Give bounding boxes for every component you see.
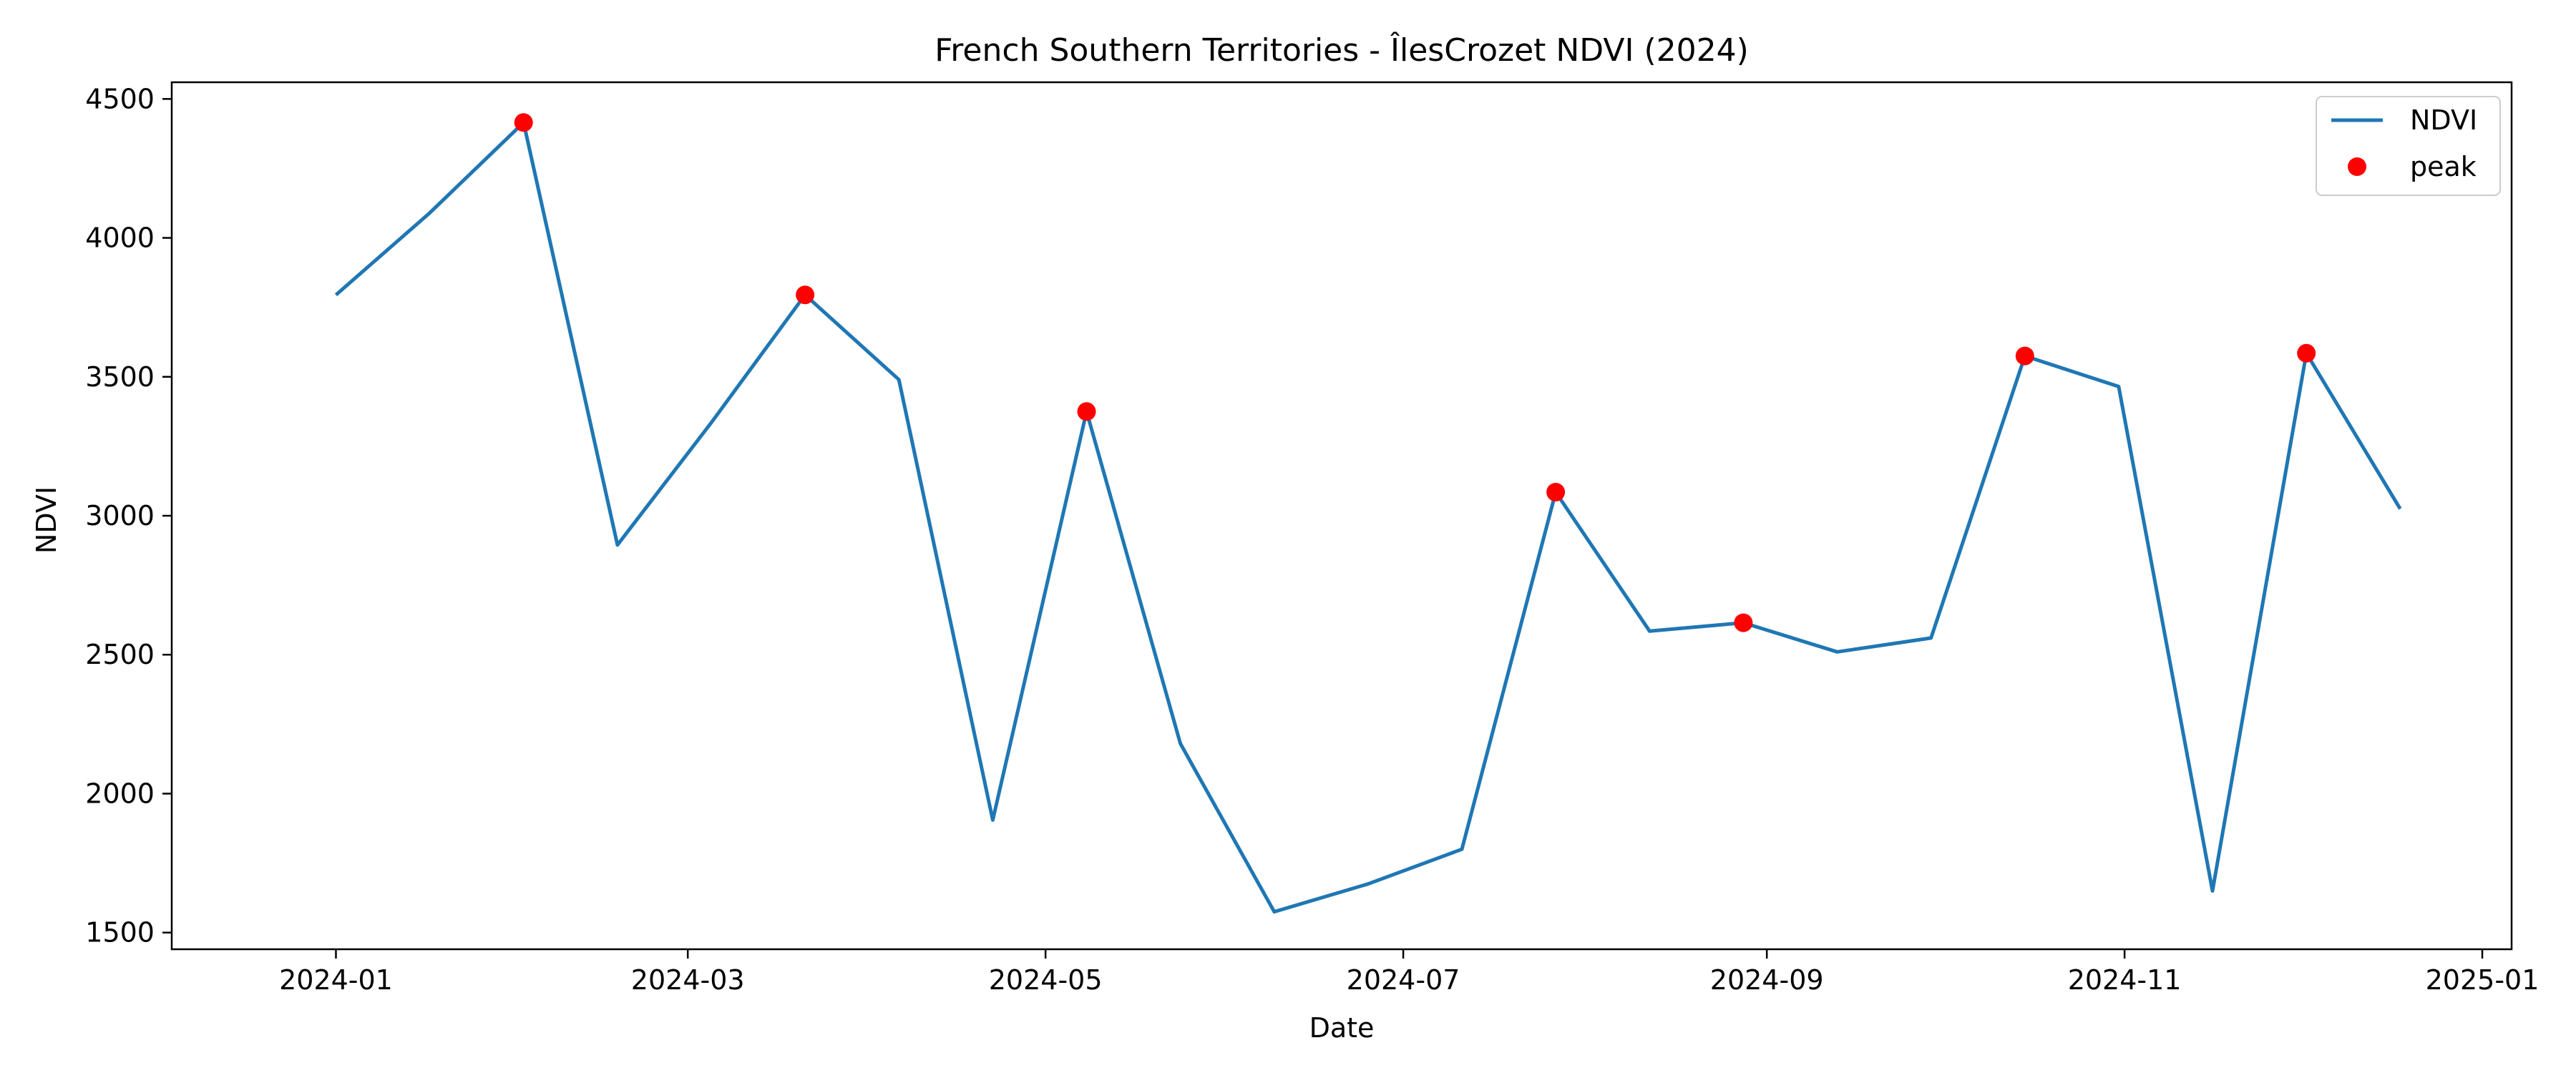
y-tick-label: 2500 [85, 639, 155, 670]
legend-peak-swatch [2348, 157, 2366, 176]
chart-title: French Southern Territories - ÎlesCrozet… [935, 31, 1749, 69]
peak-point [1077, 402, 1096, 421]
y-tick-label: 3000 [85, 500, 155, 531]
peak-point [1546, 483, 1566, 501]
legend-peak-label: peak [2410, 151, 2477, 182]
x-axis: 2024-01 2024-03 2024-05 2024-07 2024-09 2024-… [279, 949, 2539, 996]
y-tick-label: 4000 [85, 222, 155, 254]
peak-point [514, 113, 533, 132]
ndvi-series-line [334, 120, 2402, 914]
peak-point [1734, 613, 1753, 632]
y-axis-label: NDVI [31, 486, 62, 554]
peak-point [2015, 346, 2034, 366]
x-axis-label: Date [1309, 1012, 1375, 1044]
peak-point [796, 285, 815, 305]
legend: NDVI peak [2316, 96, 2501, 196]
y-axis: 1500 2000 2500 3000 3500 4000 4500 [85, 83, 172, 949]
legend-ndvi-label: NDVI [2410, 104, 2477, 136]
y-tick-label: 1500 [85, 917, 155, 949]
peak-point [2297, 343, 2316, 363]
plot-area [334, 113, 2402, 914]
x-tick-label: 2024-09 [1710, 964, 1824, 996]
x-tick-label: 2024-11 [2068, 964, 2182, 996]
y-tick-label: 2000 [85, 778, 155, 809]
x-tick-label: 2024-07 [1347, 964, 1460, 996]
y-tick-label: 4500 [85, 83, 155, 114]
x-tick-label: 2024-01 [279, 964, 393, 996]
x-tick-label: 2024-03 [631, 964, 745, 996]
y-tick-label: 3500 [85, 361, 155, 393]
x-tick-label: 2024-05 [989, 964, 1103, 996]
x-tick-label: 2025-01 [2426, 964, 2540, 996]
